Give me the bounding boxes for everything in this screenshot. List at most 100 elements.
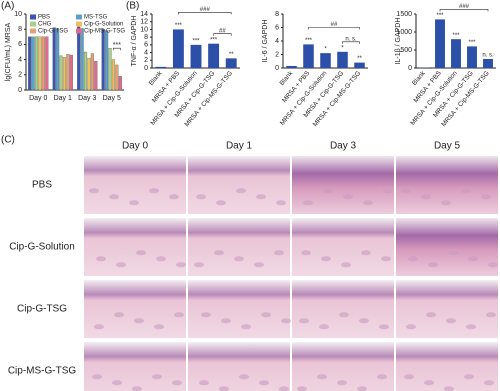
tissue-detail [299,318,309,324]
tissue-detail [319,324,329,330]
tissue-detail [194,262,204,268]
tissue-detail [156,256,166,262]
tissue-detail [116,262,126,268]
y-tick-label: 12 [140,19,148,26]
significance: *** [305,38,313,44]
tissue-detail [129,200,139,206]
tissue-detail [149,188,159,194]
bar [483,59,493,68]
significance: *** [192,38,200,44]
y-tick-label: 6 [18,41,22,48]
bar [118,76,122,91]
y-axis-label: TNF-α / GAPDH [131,16,138,67]
tissue-detail [359,318,369,324]
tissue-detail [408,256,418,262]
y-tick-label: 10 [140,26,148,33]
tissue-detail [241,324,251,330]
tissue-detail [279,386,289,391]
tissue-detail [444,386,454,391]
tissue-detail [446,318,456,324]
bar [56,29,60,91]
x-tick-label: Blank [279,69,295,87]
tissue-detail [276,200,286,206]
y-tick-label: 6 [144,42,148,49]
y-axis-label: IL-1β / GAPDH [395,18,402,65]
bar [108,48,112,91]
tissue-detail [357,386,367,391]
tissue-detail [466,324,476,330]
bracket [213,33,232,36]
tissue-detail [96,256,106,262]
bar [62,57,67,91]
bar [337,51,348,68]
histology-image [396,342,498,391]
y-tick-label: 4 [144,49,148,56]
bar [208,43,220,68]
tissue-detail [172,380,182,386]
significance: * [341,45,344,51]
legend-swatch [30,21,36,27]
bar [59,55,63,91]
y-tick-label: 10 [14,11,22,18]
bar [286,65,297,68]
tissue-detail [301,250,311,256]
y-tick-label: 2 [18,72,22,79]
row-label: Cip-MS-G-TSG [8,366,77,377]
significance: ** [357,56,362,62]
tissue-detail [426,312,436,318]
tissue-detail [236,188,246,194]
bar [105,30,109,91]
tissue-detail [486,312,496,318]
tissue-detail [428,262,438,268]
x-tick-label: Blank [148,69,164,87]
tissue-detail [112,380,122,386]
legend-swatch [76,21,82,27]
significance: *** [436,13,444,19]
comparison-label: ## [331,22,338,28]
tissue-detail [199,380,209,386]
bar [34,36,39,91]
legend-label: Cip-G-Solution [84,22,123,28]
tissue-detail [176,262,186,268]
x-tick-label: Day 0 [29,95,47,102]
bar [52,27,56,91]
bar [190,44,202,68]
tissue-detail [261,312,271,318]
tissue-detail [174,312,184,318]
bracket [439,9,489,12]
tissue-detail [406,324,416,330]
tissue-detail [441,200,451,206]
tissue-detail [379,324,389,330]
bar [225,58,237,68]
tissue-detail [468,256,478,262]
y-tick-label: 0 [144,65,148,72]
bar [467,46,477,68]
significance: ** [229,52,234,58]
row-label: Cip-G-Solution [9,242,75,253]
bar [77,26,81,91]
histology-image [292,280,394,338]
y-axis-label: lg(CFU/mL) MRSA [5,23,12,82]
tissue-detail [424,380,434,386]
bar [354,62,365,68]
bar [303,44,314,68]
significance: n. s. [482,53,494,59]
legend-swatch [30,28,36,34]
tissue-detail [274,250,284,256]
bar [66,54,70,91]
bar [87,57,91,91]
comparison-label: *** [113,42,121,49]
histology-image [396,218,498,276]
tissue-detail [404,374,414,380]
tissue-detail [337,380,347,386]
tissue-detail [281,318,291,324]
tissue-detail [219,386,229,391]
bar [31,36,35,91]
tissue-detail [381,256,391,262]
tissue-detail [363,200,373,206]
bar [69,54,73,91]
y-tick-label: 1000 [396,29,412,36]
bar [115,64,119,91]
tissue-detail [481,194,491,200]
